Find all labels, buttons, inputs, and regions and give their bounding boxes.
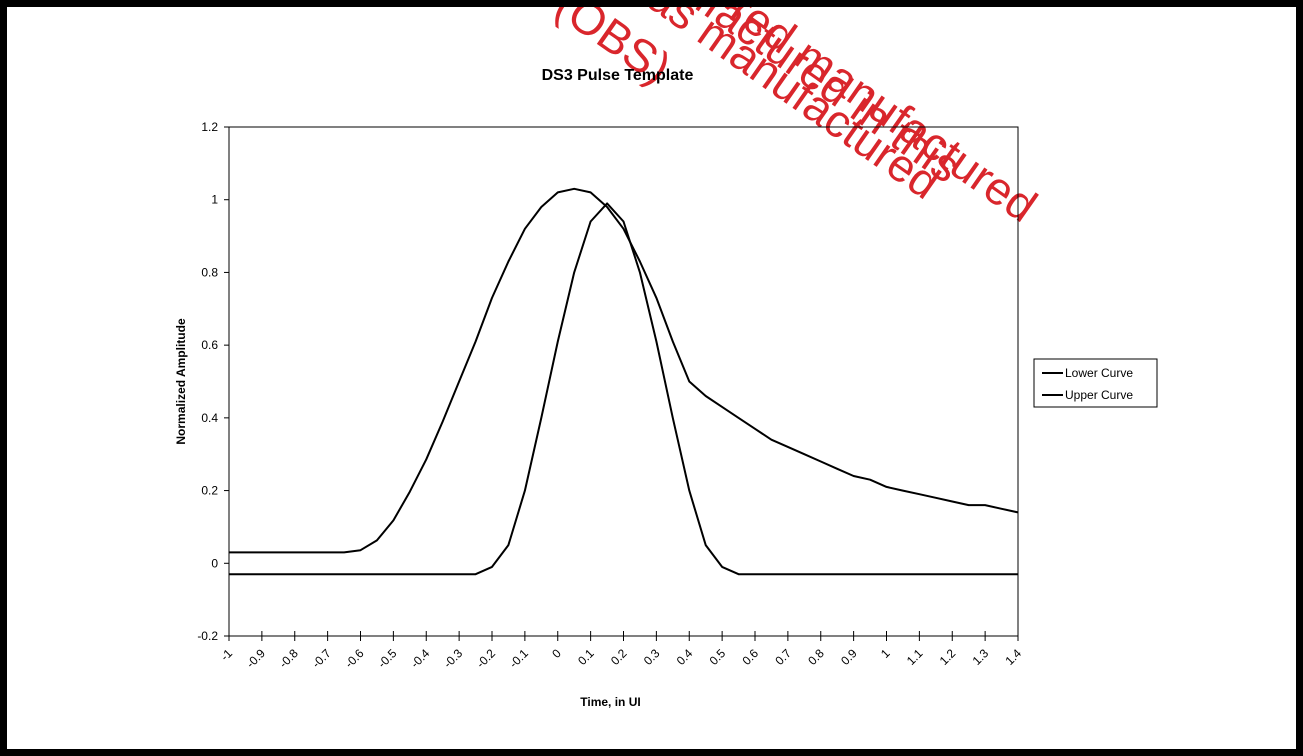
x-axis-title: Time, in UI xyxy=(580,695,640,709)
y-tick-label: 1.2 xyxy=(201,120,218,134)
legend-label-upper-curve: Upper Curve xyxy=(1065,388,1133,402)
y-tick-label: 0.6 xyxy=(201,338,218,352)
x-tick-label: -0.8 xyxy=(276,646,301,671)
x-tick-label: 0.4 xyxy=(674,646,696,668)
x-tick-label: -1 xyxy=(218,646,236,664)
legend-box xyxy=(1033,358,1158,408)
y-tick-label: 0.4 xyxy=(201,411,218,425)
series-layer xyxy=(229,187,1019,576)
x-tick-label: -0.1 xyxy=(506,646,531,671)
x-tick-label: -0.6 xyxy=(342,646,367,671)
x-tick-label: 0.1 xyxy=(575,646,597,668)
x-tick-label: 0.3 xyxy=(641,646,663,668)
x-tick-label: 0.7 xyxy=(772,646,794,668)
x-tick-label: 0.2 xyxy=(608,646,630,668)
y-axis: -0.2 0 0.2 0.4 0.6 0.8 1 1.2 xyxy=(197,120,229,643)
x-tick-label: 0.9 xyxy=(838,646,860,668)
x-tick-label: 1.1 xyxy=(904,646,926,668)
x-tick-label: -0.3 xyxy=(441,646,466,671)
legend: Lower Curve Upper Curve xyxy=(1033,358,1158,408)
x-tick-label: 1.3 xyxy=(970,646,992,668)
y-tick-label: 0.8 xyxy=(201,265,218,279)
y-tick-label: 0 xyxy=(211,556,218,570)
upper-curve-line xyxy=(229,187,1019,554)
x-tick-label: 1.4 xyxy=(1002,646,1024,668)
watermark-text: red manufactured xyxy=(721,7,1046,232)
y-axis-title: Normalized Amplitude xyxy=(174,318,188,445)
legend-label-lower-curve: Lower Curve xyxy=(1065,366,1133,380)
y-tick-label: 0.2 xyxy=(201,484,218,498)
plot-area xyxy=(228,126,1019,637)
x-tick-label: -0.5 xyxy=(375,646,400,671)
x-tick-label: 0.6 xyxy=(739,646,761,668)
y-tick-label: 1 xyxy=(211,193,218,207)
y-tick-label: -0.2 xyxy=(197,629,218,643)
x-tick-label: -0.9 xyxy=(243,646,268,671)
x-tick-label: 0.8 xyxy=(805,646,827,668)
x-tick-label: -0.7 xyxy=(309,646,334,671)
lower-curve-line xyxy=(229,202,1018,576)
x-tick-label: -0.4 xyxy=(408,646,433,671)
x-tick-label: -0.2 xyxy=(474,646,499,671)
x-tick-label: 1 xyxy=(878,646,893,661)
x-tick-label: 0.5 xyxy=(707,646,729,668)
x-tick-label: 0 xyxy=(549,646,564,661)
x-tick-label: 1.2 xyxy=(937,646,959,668)
chart-title: DS3 Pulse Template xyxy=(542,67,694,84)
x-axis: -1 -0.9 -0.8 -0.7 -0.6 -0.5 -0.4 -0.3 -0.2 -0.1 0 0… xyxy=(218,631,1024,671)
